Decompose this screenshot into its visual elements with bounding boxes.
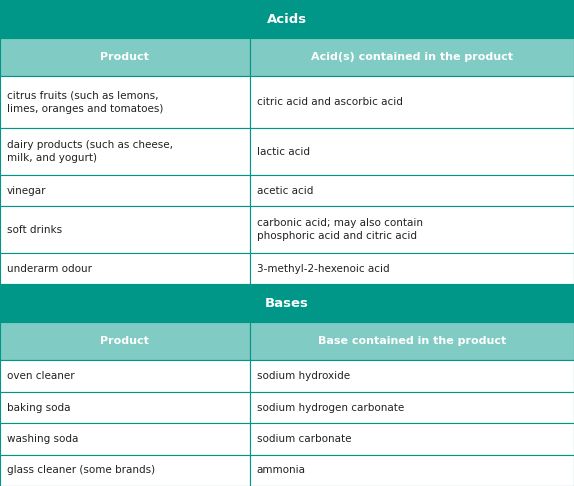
Bar: [0, 392, 250, 423]
Text: sodium hydroxide: sodium hydroxide: [257, 371, 350, 381]
Text: glass cleaner (some brands): glass cleaner (some brands): [7, 465, 155, 475]
Text: Bases: Bases: [265, 297, 309, 310]
Bar: [250, 361, 574, 392]
Text: baking soda: baking soda: [7, 402, 71, 413]
Text: Product: Product: [100, 52, 149, 62]
Text: Base contained in the product: Base contained in the product: [318, 336, 506, 347]
Bar: [0, 454, 250, 486]
Bar: [0, 128, 250, 175]
Bar: [0, 206, 250, 253]
Bar: [250, 76, 574, 128]
Text: oven cleaner: oven cleaner: [7, 371, 75, 381]
Bar: [0, 423, 250, 454]
Bar: [250, 128, 574, 175]
Text: underarm odour: underarm odour: [7, 263, 92, 274]
Text: acetic acid: acetic acid: [257, 186, 313, 195]
Bar: [250, 423, 574, 454]
Bar: [0, 322, 250, 361]
Text: soft drinks: soft drinks: [7, 225, 62, 235]
Text: washing soda: washing soda: [7, 434, 78, 444]
Text: sodium hydrogen carbonate: sodium hydrogen carbonate: [257, 402, 404, 413]
Text: ammonia: ammonia: [257, 465, 305, 475]
Bar: [0, 38, 250, 76]
Bar: [0, 175, 250, 206]
Text: Acids: Acids: [267, 13, 307, 26]
Bar: [250, 454, 574, 486]
Bar: [250, 392, 574, 423]
Bar: [0, 253, 250, 284]
Bar: [0, 76, 250, 128]
Text: Acid(s) contained in the product: Acid(s) contained in the product: [311, 52, 513, 62]
Text: dairy products (such as cheese,
milk, and yogurt): dairy products (such as cheese, milk, an…: [7, 140, 173, 163]
Text: 3-methyl-2-hexenoic acid: 3-methyl-2-hexenoic acid: [257, 263, 389, 274]
Text: Product: Product: [100, 336, 149, 347]
Bar: [0, 361, 250, 392]
Text: citrus fruits (such as lemons,
limes, oranges and tomatoes): citrus fruits (such as lemons, limes, or…: [7, 91, 163, 114]
Bar: [250, 253, 574, 284]
Text: carbonic acid; may also contain
phosphoric acid and citric acid: carbonic acid; may also contain phosphor…: [257, 218, 422, 241]
Bar: [0, 0, 574, 38]
Text: lactic acid: lactic acid: [257, 147, 309, 156]
Text: citric acid and ascorbic acid: citric acid and ascorbic acid: [257, 97, 402, 107]
Text: sodium carbonate: sodium carbonate: [257, 434, 351, 444]
Bar: [250, 175, 574, 206]
Bar: [0, 284, 574, 322]
Bar: [250, 38, 574, 76]
Text: vinegar: vinegar: [7, 186, 46, 195]
Bar: [250, 206, 574, 253]
Bar: [250, 322, 574, 361]
